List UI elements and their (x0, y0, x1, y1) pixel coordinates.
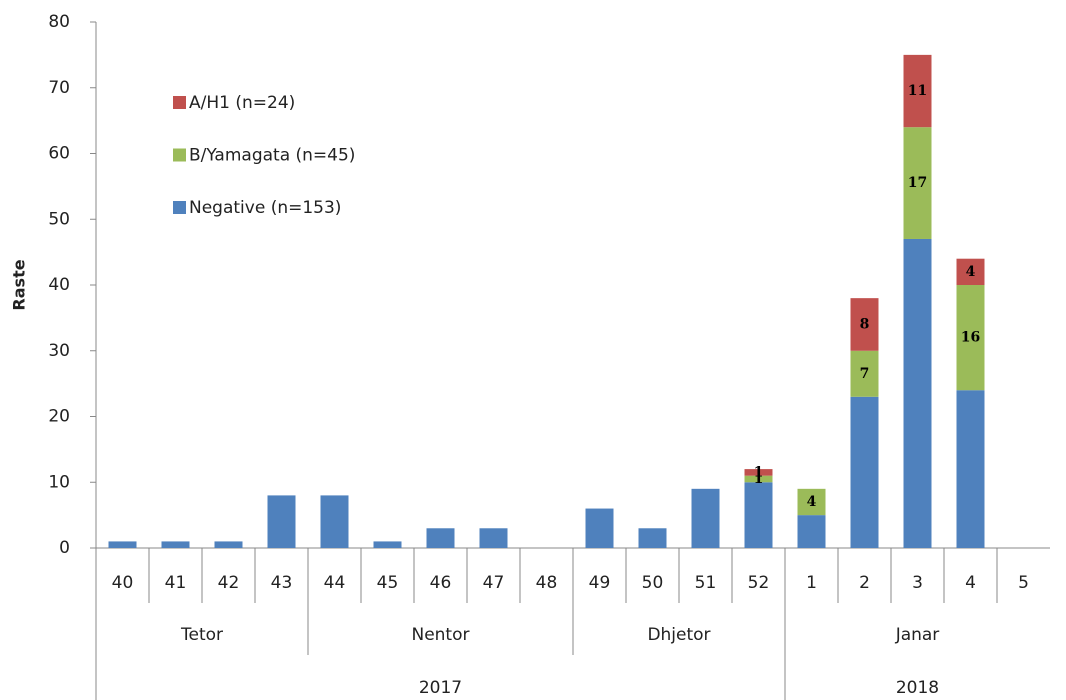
bar-segment (797, 515, 826, 548)
bar-segment (108, 541, 137, 548)
bar-segment (850, 298, 879, 351)
x-tick-label: 46 (430, 573, 452, 593)
data-label: 1 (754, 464, 764, 480)
x-tick-label: 3 (912, 573, 923, 593)
data-label: 4 (966, 264, 976, 280)
bar-segment (267, 495, 296, 548)
x-tick-label: 42 (218, 573, 240, 593)
x-tick-label: 1 (806, 573, 817, 593)
bar-segment (956, 285, 985, 391)
bar-segment (479, 528, 508, 548)
data-label: 17 (908, 175, 927, 191)
data-label: 16 (961, 330, 980, 346)
x-tick-label: 45 (377, 573, 399, 593)
x-tick-label: 5 (1018, 573, 1029, 593)
x-tick-label: 40 (112, 573, 134, 593)
legend-swatch (173, 201, 186, 214)
bar-segment (373, 541, 402, 548)
month-groups-label: Tetor (180, 625, 223, 645)
y-tick-label: 40 (48, 275, 70, 295)
y-tick-label: 50 (48, 209, 70, 229)
data-label: 8 (860, 316, 870, 332)
bar-segment (691, 488, 720, 548)
bar-segment (850, 350, 879, 397)
data-label: 7 (860, 366, 870, 382)
bar-segment (744, 475, 773, 483)
bar-segment (903, 238, 932, 548)
bar-segment (638, 528, 667, 548)
bar-segment (161, 541, 190, 548)
bar-segment (850, 396, 879, 548)
bar-segment (214, 541, 243, 548)
bar-segment (903, 54, 932, 128)
x-tick-label: 49 (589, 573, 611, 593)
y-tick-label: 20 (48, 407, 70, 427)
legend-swatch (173, 148, 186, 162)
x-tick-label: 41 (165, 573, 187, 593)
bar-segment (585, 508, 614, 548)
legend-label: B/Yamagata (n=45) (189, 146, 355, 166)
data-label: 4 (807, 494, 817, 510)
data-label: 11 (908, 83, 927, 99)
x-tick-label: 50 (642, 573, 664, 593)
year-groups-label: 2017 (419, 678, 462, 698)
bar-segment (956, 390, 985, 548)
x-tick-label: 4 (965, 573, 976, 593)
year-groups-label: 2018 (896, 678, 939, 698)
legend-swatch (173, 96, 186, 109)
data-label: 1 (754, 471, 764, 487)
bar-segment (903, 127, 932, 239)
x-tick-label: 51 (695, 573, 717, 593)
x-tick-label: 47 (483, 573, 505, 593)
legend-label: A/H1 (n=24) (189, 93, 295, 113)
x-tick-label: 44 (324, 573, 346, 593)
bar-segment (797, 488, 826, 516)
y-tick-label: 80 (48, 12, 70, 32)
y-tick-label: 30 (48, 341, 70, 361)
x-tick-label: 43 (271, 573, 293, 593)
x-tick-label: 48 (536, 573, 558, 593)
bar-segment (744, 482, 773, 548)
bar-segment (956, 258, 985, 285)
y-axis-label: Raste (10, 259, 29, 310)
x-tick-label: 2 (859, 573, 870, 593)
y-tick-label: 0 (59, 538, 70, 558)
y-tick-label: 60 (48, 144, 70, 164)
y-tick-label: 70 (48, 78, 70, 98)
month-groups-label: Dhjetor (647, 625, 710, 645)
bar-segment (320, 495, 349, 548)
bar-segment (426, 528, 455, 548)
x-tick-label: 52 (748, 573, 770, 593)
y-tick-label: 10 (48, 472, 70, 492)
legend-label: Negative (n=153) (189, 198, 341, 218)
month-groups-label: Nentor (411, 625, 469, 645)
month-groups-label: Janar (895, 625, 940, 645)
bar-segment (744, 469, 773, 476)
